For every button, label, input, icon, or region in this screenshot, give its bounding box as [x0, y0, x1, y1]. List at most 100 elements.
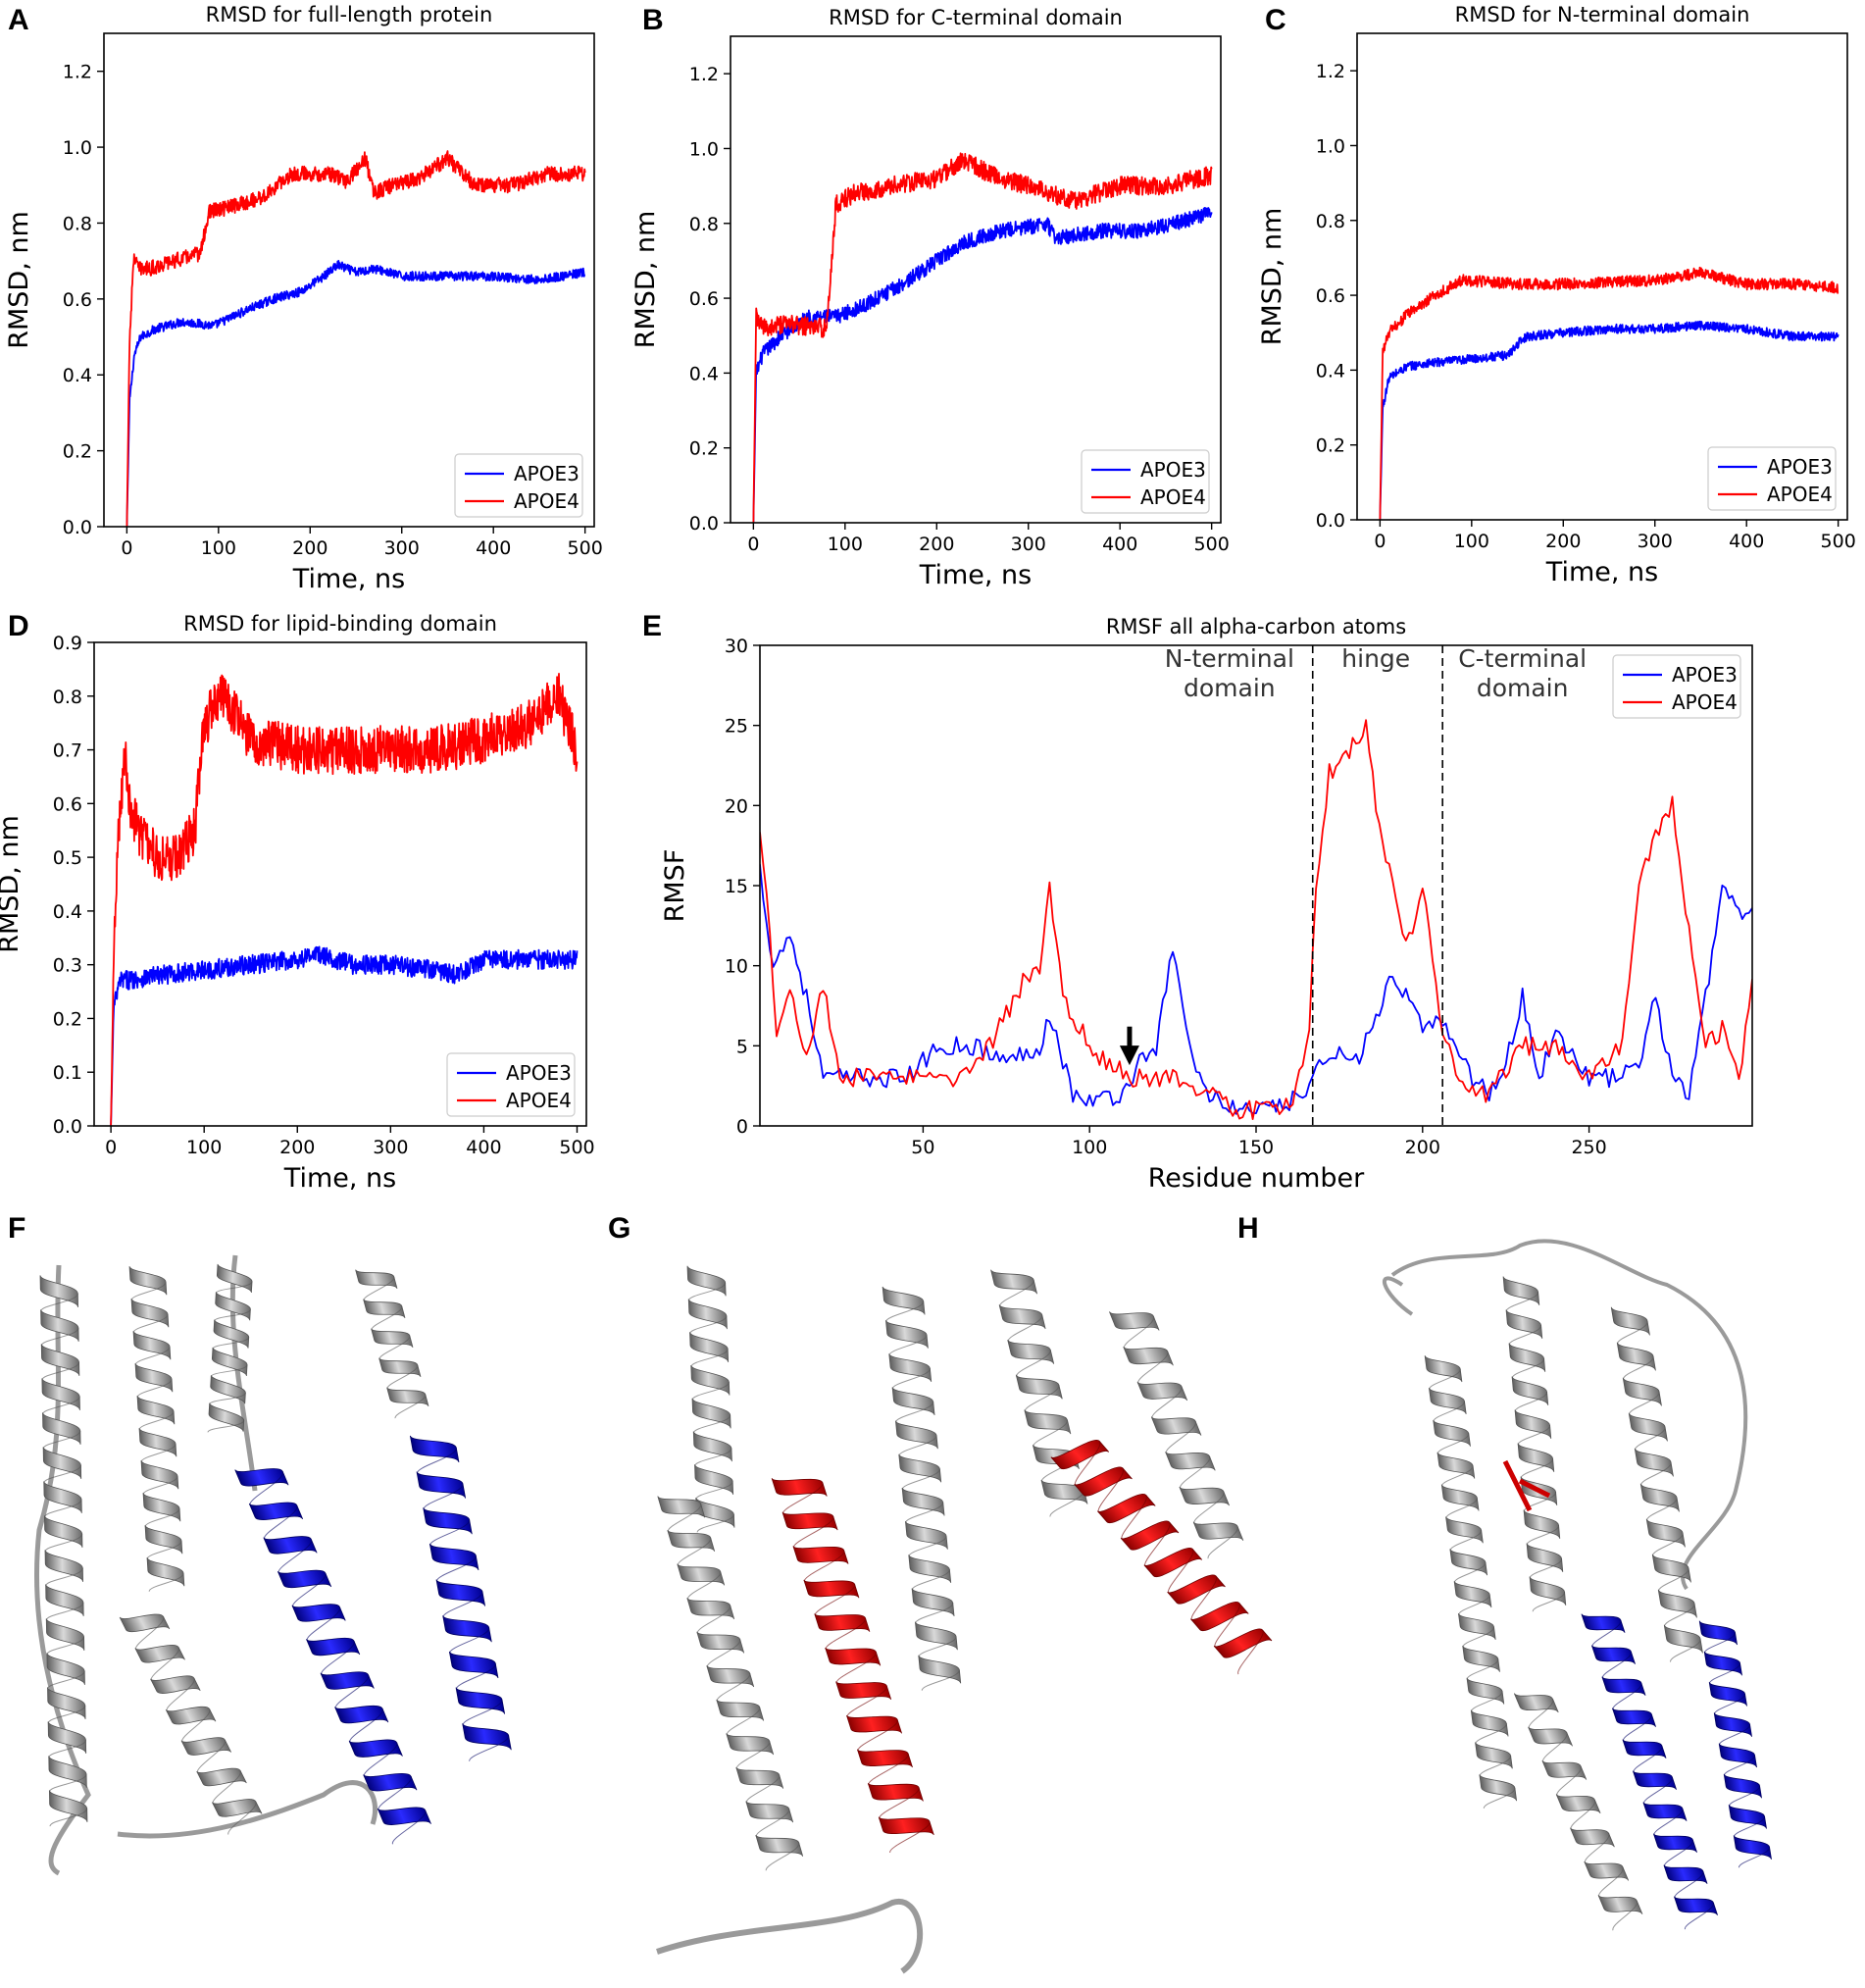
panel-letter-b: B	[642, 4, 664, 36]
helix-gray-h3	[1610, 1306, 1703, 1662]
x-tick-label: 200	[919, 534, 954, 555]
series-line-apoe3	[1379, 320, 1840, 520]
y-tick-label: 30	[725, 636, 748, 657]
legend-label-apoe4: APOE4	[1140, 485, 1206, 509]
helix-gray-f5	[119, 1613, 263, 1835]
y-tick-label: 20	[725, 795, 748, 817]
series-line-apoe4	[110, 673, 579, 1126]
legend: APOE3 APOE4	[446, 1052, 576, 1117]
domain-label: domain	[1477, 674, 1569, 702]
legend: APOE3 APOE4	[1081, 449, 1210, 514]
legend-label-apoe4: APOE4	[1767, 483, 1833, 506]
y-tick-label: 0	[736, 1116, 748, 1138]
structure-panel-g: G	[608, 1212, 1273, 1974]
x-tick-label: 500	[559, 1137, 594, 1158]
domain-label: N-terminal	[1165, 644, 1294, 673]
y-tick-label: 15	[725, 876, 748, 897]
y-tick-label: 0.7	[53, 740, 82, 762]
series-line-apoe3	[752, 207, 1213, 523]
panel-letter-f: F	[8, 1212, 25, 1245]
helix-gray-f2	[128, 1265, 185, 1592]
y-tick-label: 0.0	[53, 1116, 82, 1138]
y-tick-label: 0.0	[63, 517, 92, 538]
y-tick-label: 0.6	[63, 289, 92, 311]
y-tick-label: 0.0	[1316, 510, 1345, 532]
panel-letter-c: C	[1265, 4, 1286, 36]
y-tick-label: 1.0	[1316, 135, 1345, 157]
y-tick-label: 0.4	[63, 365, 92, 386]
panel-letter-g: G	[608, 1212, 630, 1245]
y-tick-label: 0.6	[53, 793, 82, 815]
y-tick-label: 0.4	[689, 363, 719, 384]
x-tick-label: 500	[1194, 534, 1230, 555]
x-tick-label: 400	[476, 537, 511, 559]
x-axis-label: Residue number	[1148, 1163, 1365, 1194]
domain-label: hinge	[1341, 644, 1410, 673]
x-tick-label: 100	[1454, 531, 1489, 552]
y-tick-label: 1.0	[63, 137, 92, 159]
x-tick-label: 300	[1011, 534, 1046, 555]
y-tick-label: 1.0	[689, 138, 719, 160]
panel-letter-a: A	[8, 4, 29, 36]
y-tick-label: 0.2	[53, 1008, 82, 1030]
series-line-apoe4	[126, 150, 586, 527]
plot-frame	[93, 641, 587, 1127]
x-tick-label: 200	[1545, 531, 1581, 552]
x-axis-label: Time, ns	[1545, 557, 1658, 587]
y-tick-label: 1.2	[1316, 61, 1345, 82]
x-tick-label: 150	[1238, 1137, 1274, 1158]
chart-title: RMSD for lipid-binding domain	[183, 612, 497, 636]
helix-gray-h4	[1513, 1693, 1643, 1931]
x-tick-label: 100	[186, 1137, 222, 1158]
series-group	[752, 152, 1213, 523]
legend-label-apoe3: APOE3	[1140, 458, 1206, 482]
x-tick-label: 250	[1571, 1137, 1606, 1158]
series-group	[110, 673, 579, 1126]
y-tick-label: 0.8	[63, 213, 92, 234]
plot-frame	[730, 35, 1222, 524]
series-group	[1379, 266, 1840, 520]
y-tick-label: 0.2	[1316, 435, 1345, 457]
helix-gray-g5	[1109, 1311, 1244, 1559]
x-tick-label: 200	[279, 1137, 315, 1158]
helix-gray-h1	[1424, 1354, 1518, 1810]
y-tick-label: 1.2	[63, 62, 92, 83]
helix-gray-g4	[990, 1269, 1088, 1517]
panel-letter-h: H	[1237, 1212, 1259, 1245]
residue-stick-red	[1502, 1459, 1551, 1512]
series-line-apoe4	[1379, 266, 1840, 520]
plot-frame	[759, 644, 1753, 1127]
x-tick-label: 300	[1638, 531, 1673, 552]
panel-letter-d: D	[8, 610, 29, 642]
series-group	[126, 150, 586, 527]
y-tick-label: 0.8	[689, 214, 719, 235]
helix-gray-g3	[882, 1286, 962, 1691]
y-tick-label: 0.1	[53, 1062, 82, 1084]
chart-title: RMSD for C-terminal domain	[829, 6, 1123, 29]
structure-panel-f: F	[8, 1212, 512, 1876]
x-tick-label: 200	[1405, 1137, 1440, 1158]
x-tick-label: 0	[121, 537, 132, 559]
helix-gray-f4	[355, 1269, 429, 1419]
y-axis-label: RMSD, nm	[4, 211, 34, 349]
x-tick-label: 0	[105, 1137, 117, 1158]
y-tick-label: 0.4	[53, 901, 82, 923]
helix-gray-g2	[657, 1496, 804, 1871]
y-tick-label: 0.0	[689, 513, 719, 535]
helix-gray-f1	[39, 1275, 88, 1827]
series-line-apoe3	[110, 945, 579, 1126]
legend-label-apoe3: APOE3	[1767, 455, 1833, 479]
helix-gray-f3	[207, 1263, 253, 1433]
x-tick-label: 50	[911, 1137, 934, 1158]
y-tick-label: 0.6	[1316, 285, 1345, 307]
legend: APOE3 APOE4	[1612, 654, 1741, 719]
helix-blue-h2	[1698, 1620, 1772, 1868]
chart-panel-c: C RMSD for N-terminal domain 0 100 200 300 400…	[1257, 3, 1856, 587]
chart-panel-d: D RMSD for lipid-binding domain 0 100 200 300…	[0, 610, 595, 1194]
x-tick-label: 500	[1821, 531, 1856, 552]
series-group	[760, 719, 1752, 1120]
y-tick-label: 5	[736, 1036, 748, 1057]
legend: APOE3 APOE4	[1707, 446, 1837, 511]
